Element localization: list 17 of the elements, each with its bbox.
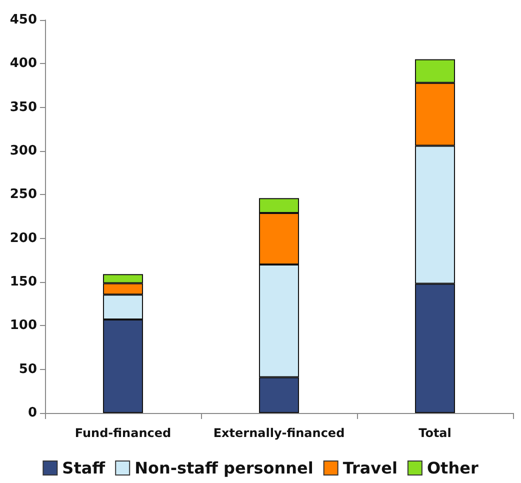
legend-label: Other	[426, 458, 478, 478]
y-tick-label: 100	[10, 318, 37, 334]
legend-label: Staff	[62, 458, 106, 478]
y-tick-label: 50	[18, 362, 37, 377]
legend-label: Travel	[342, 458, 398, 478]
y-tick-label: 350	[10, 100, 37, 115]
y-tick-label: 250	[10, 187, 37, 202]
x-tick-label: Total	[418, 426, 452, 440]
y-tick-label: 200	[10, 230, 37, 246]
y-tick-label: 300	[10, 144, 37, 158]
y-tick-label: 150	[10, 274, 37, 290]
y-tick-label: 450	[10, 12, 37, 28]
x-tick-label: Fund-financed	[74, 426, 172, 440]
legend-label: Non-staff personnel	[134, 458, 314, 478]
x-tick-label: Externally-financed	[213, 426, 345, 440]
y-tick-label: 400	[10, 56, 37, 72]
y-tick-label: 0	[28, 406, 37, 420]
